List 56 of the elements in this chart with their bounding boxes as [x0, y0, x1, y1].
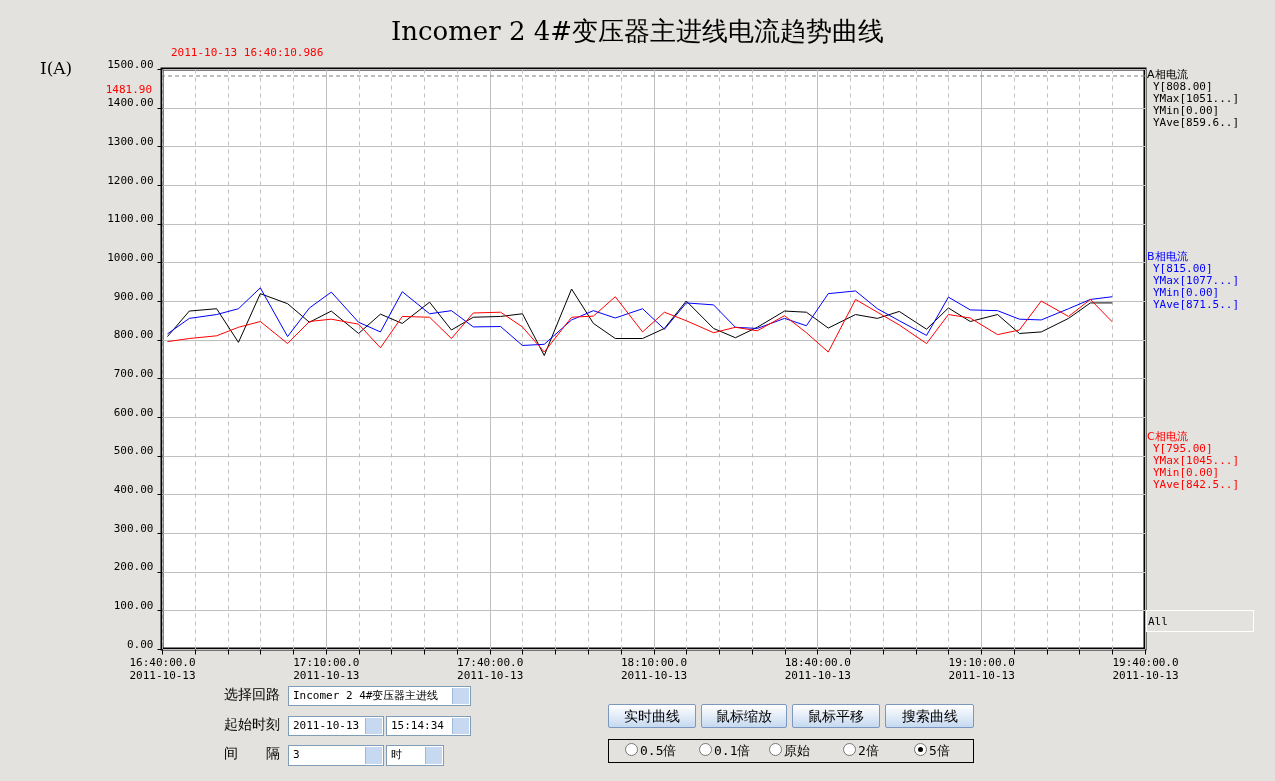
text: YAve[871.5..] — [1152, 298, 1240, 311]
y-tick-label: 700.00 — [113, 366, 154, 380]
y-tick-label: 1300.00 — [107, 134, 154, 148]
text: 实时曲线 — [608, 704, 696, 728]
x-tick-label: 18:40:00.0 2011-10-13 — [784, 655, 851, 682]
x-tick-label: 16:40:00.0 2011-10-13 — [129, 655, 196, 682]
text: 起始时刻 — [224, 716, 280, 734]
text: 搜索曲线 — [885, 704, 974, 728]
y-tick-label: 200.00 — [113, 560, 154, 574]
text: 3 — [288, 745, 384, 766]
text: YMax[1051...] — [1152, 92, 1240, 105]
text: Incomer 2 4#变压器主进线 — [288, 686, 471, 706]
text: A相电流 — [1147, 68, 1189, 81]
text: YAve[859.6..] — [1152, 116, 1240, 129]
y-tick-label: 400.00 — [113, 482, 154, 496]
y-tick-label: 100.00 — [113, 598, 154, 612]
y-tick-label: 1200.00 — [107, 173, 154, 187]
x-tick-label: 17:10:00.0 2011-10-13 — [293, 655, 360, 682]
text: B相电流 — [1147, 250, 1189, 263]
text: 2011-10-13 — [288, 716, 384, 736]
x-tick-label: 17:40:00.0 2011-10-13 — [457, 655, 524, 682]
text: YMin[0.00] — [1152, 286, 1221, 299]
y-tick-label: 800.00 — [113, 328, 154, 342]
text: YMax[1045...] — [1152, 454, 1240, 467]
text: 时 — [386, 745, 444, 766]
text: YAve[842.5..] — [1152, 478, 1240, 491]
chart-title: Incomer 2 4#变压器主进线电流趋势曲线 — [390, 16, 885, 46]
text: 间 隔 — [224, 745, 280, 763]
text: 鼠标平移 — [792, 704, 880, 728]
x-tick-label: 19:40:00.0 2011-10-13 — [1112, 655, 1179, 682]
text: YMax[1077...] — [1152, 274, 1240, 287]
y-tick-label: 1400.00 — [107, 96, 154, 110]
option-group: 0.5倍 0.1倍 原始 2倍 5倍 — [608, 739, 974, 763]
text: All — [1146, 610, 1254, 632]
y-tick-label: 500.00 — [113, 444, 154, 458]
y-tick-label: 300.00 — [113, 521, 154, 535]
y-tick-label: 900.00 — [113, 289, 154, 303]
text: YMin[0.00] — [1152, 104, 1221, 117]
x-tick-label: 19:10:00.0 2011-10-13 — [948, 655, 1015, 682]
text: C相电流 — [1147, 430, 1189, 443]
ref-line-label: 1481.90 — [105, 83, 152, 96]
ref-line-label: 2011-10-13 16:40:10.986 — [171, 46, 324, 59]
x-tick-label: 18:10:00.0 2011-10-13 — [620, 655, 688, 682]
y-axis-title: I(A) — [40, 58, 73, 78]
y-tick-label: 1000.00 — [107, 250, 154, 264]
y-tick-label: 600.00 — [113, 405, 154, 419]
text: Y[795.00] — [1152, 442, 1214, 455]
y-tick-label: 0.00 — [127, 637, 154, 651]
text: Y[815.00] — [1152, 262, 1214, 275]
text: 鼠标缩放 — [701, 704, 787, 728]
text: YMin[0.00] — [1152, 466, 1221, 479]
y-tick-label: 1100.00 — [107, 212, 154, 226]
text: 选择回路 — [224, 686, 280, 704]
text: Y[808.00] — [1152, 80, 1214, 93]
text: 15:14:34 — [386, 716, 471, 736]
y-tick-label: 1500.00 — [107, 57, 154, 71]
